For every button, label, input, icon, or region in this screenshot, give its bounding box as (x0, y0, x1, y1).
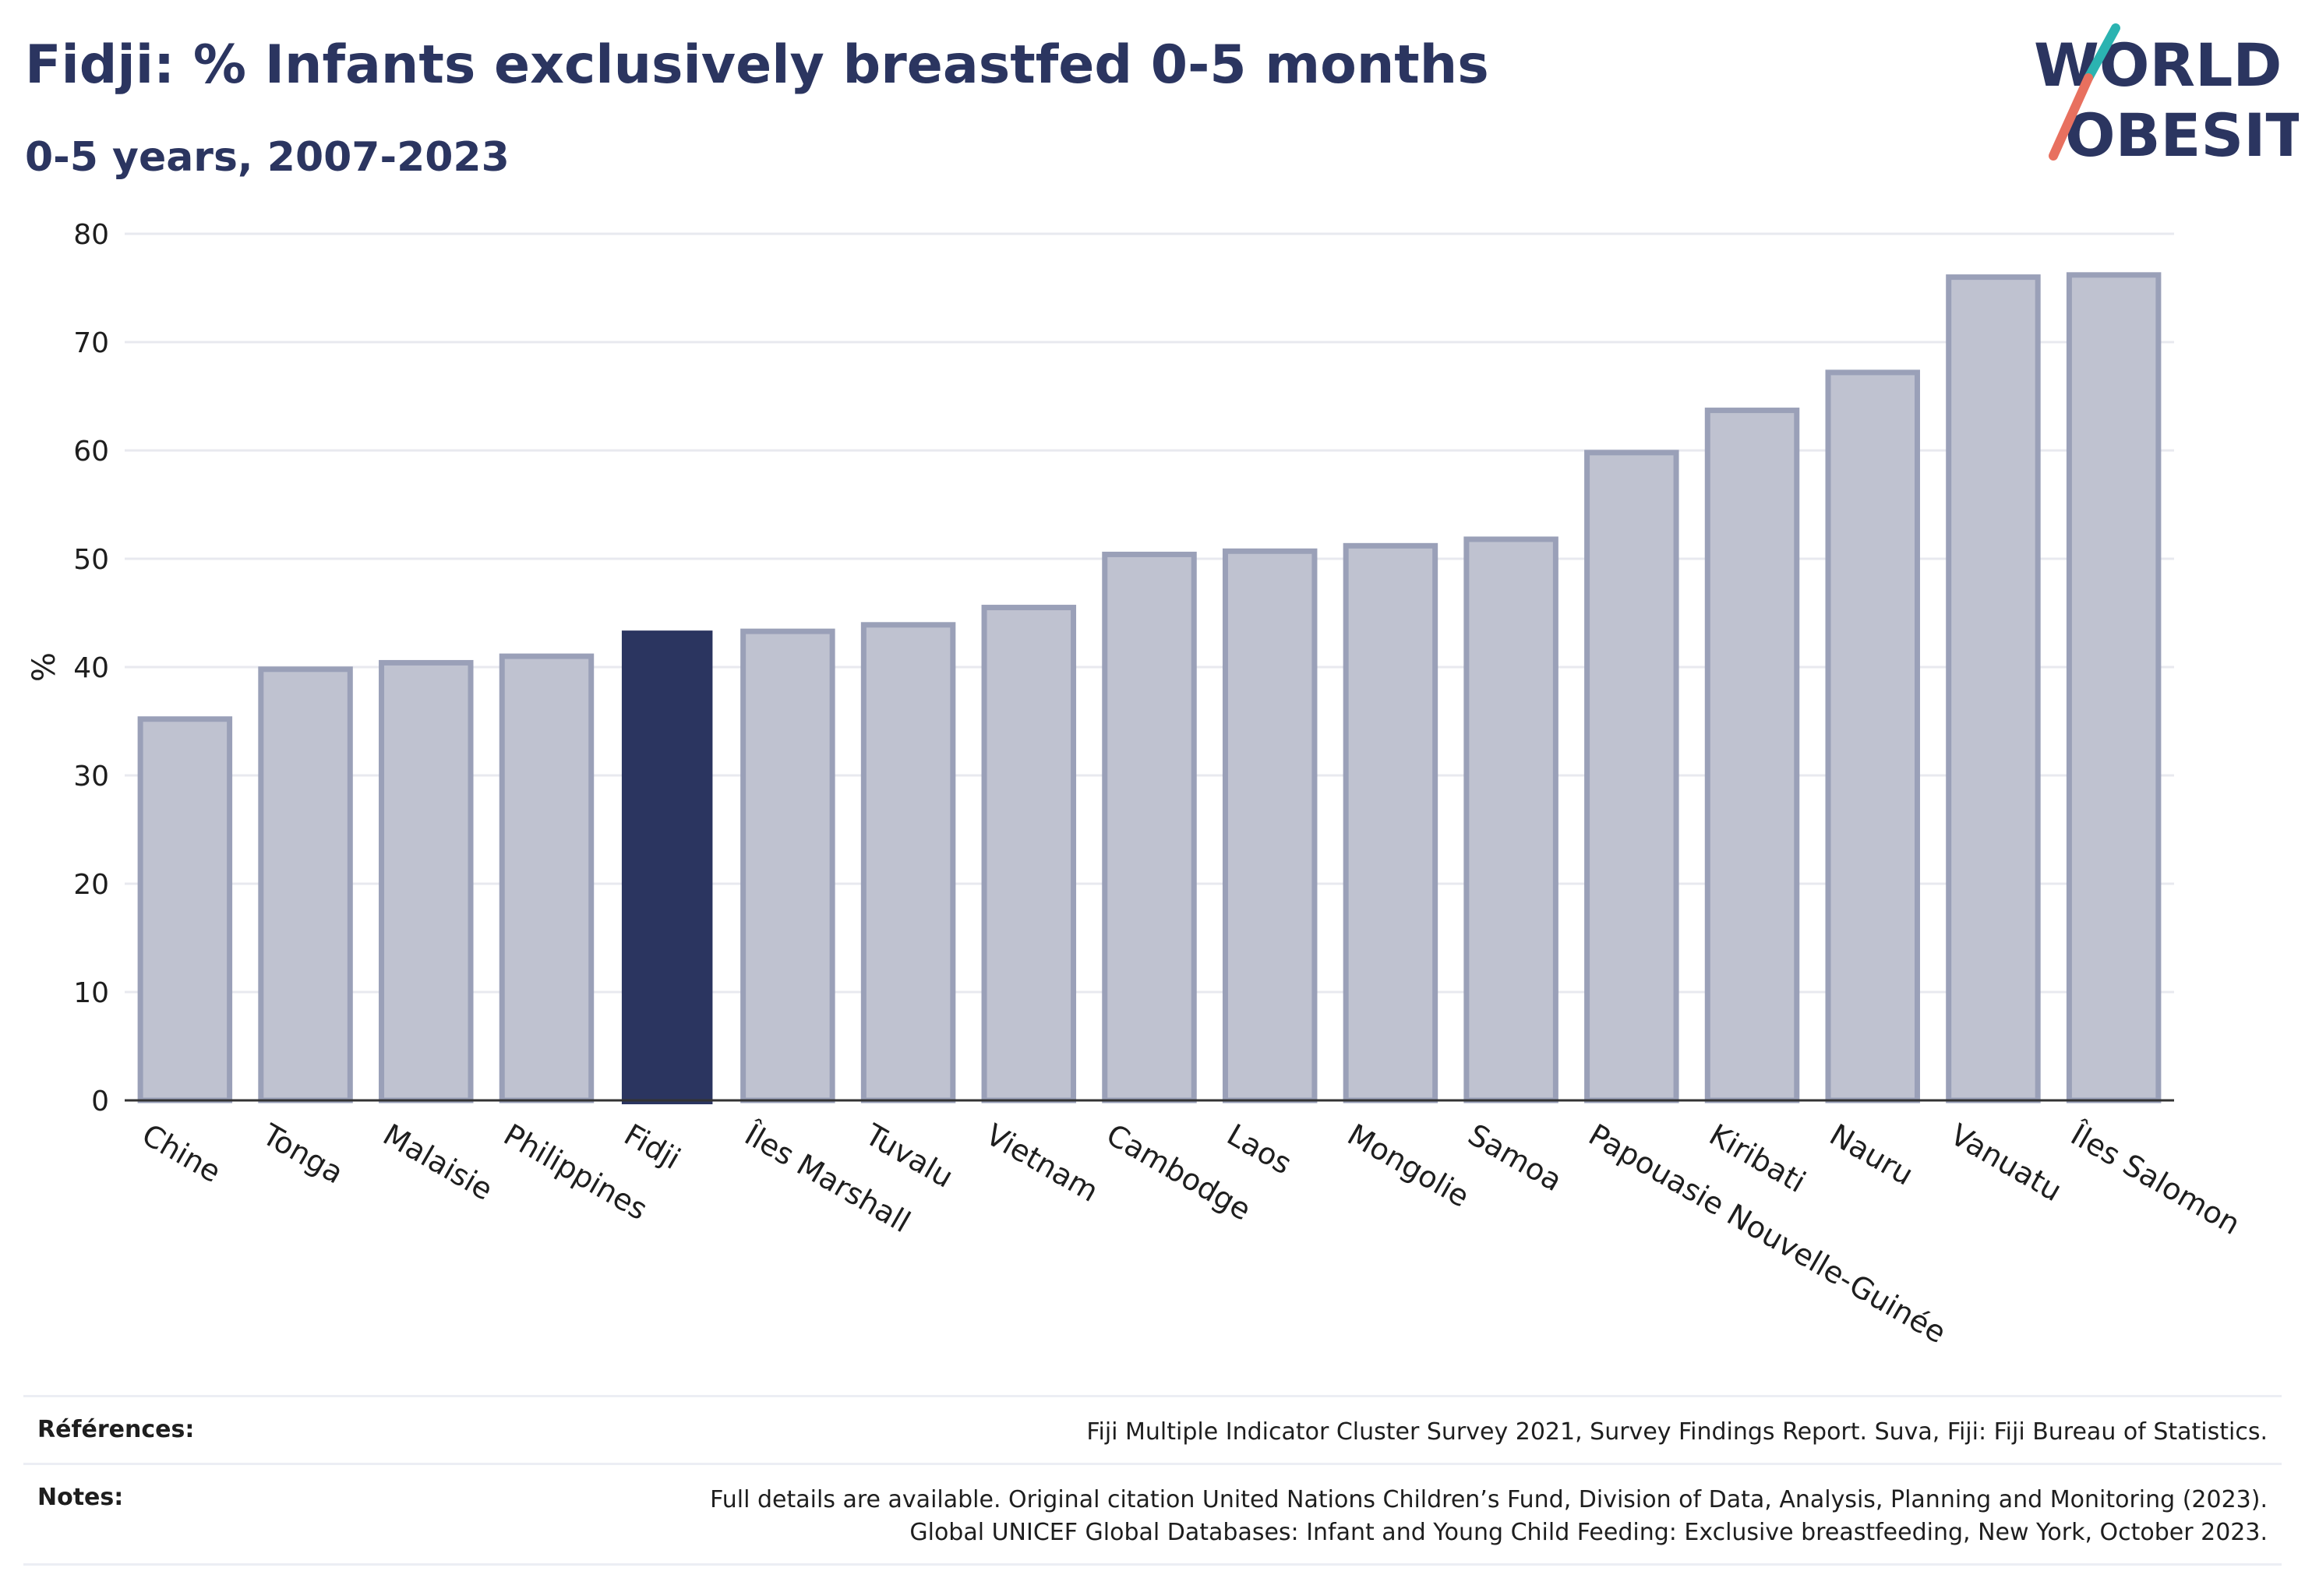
chart-subtitle: 0-5 years, 2007-2023 (25, 134, 510, 181)
bar-11 (1463, 536, 1558, 1103)
bar-14 (1825, 369, 1920, 1103)
bar-7 (981, 605, 1077, 1103)
logo-coral-slash (2049, 73, 2093, 161)
y-tick-label: 50 (73, 544, 109, 576)
bar-6 (860, 622, 956, 1103)
x-category-label: Samoa (1463, 1118, 1568, 1199)
y-tick-label: 80 (73, 219, 109, 251)
notes-text: Full details are available. Original cit… (710, 1484, 2268, 1549)
bar-15 (1946, 274, 2041, 1103)
references-line: Fiji Multiple Indicator Cluster Survey 2… (1086, 1418, 2268, 1446)
logo-text-obesity: OBESITY (2065, 101, 2299, 170)
y-tick-label: 70 (73, 327, 109, 359)
notes-row: Notes: Full details are available. Origi… (23, 1463, 2282, 1566)
references-row: Références: Fiji Multiple Indicator Clus… (23, 1395, 2282, 1463)
bar-8 (1102, 551, 1197, 1103)
x-category-label: Nauru (1824, 1118, 1919, 1192)
bar-13 (1704, 408, 1800, 1103)
y-tick-label: 10 (73, 977, 109, 1009)
bar-0 (137, 716, 233, 1103)
y-tick-label: 60 (73, 436, 109, 468)
chart-footer: Références: Fiji Multiple Indicator Clus… (23, 1395, 2282, 1566)
bar-1 (258, 666, 353, 1103)
chart-title: Fidji: % Infants exclusively breastfed 0… (25, 34, 1489, 96)
x-category-label: Tuvalu (859, 1117, 958, 1195)
x-category-label: Fidji (619, 1118, 687, 1177)
x-category-label: Îles Salomon (2064, 1117, 2246, 1241)
bars (137, 272, 2162, 1104)
x-category-label: Tonga (256, 1117, 349, 1190)
axes: 0 10 20 30 40 50 60 70 80% (26, 219, 2174, 1118)
bar-5 (740, 628, 835, 1103)
world-obesity-logo: WORLD OBESITY (2034, 23, 2299, 170)
x-category-label: Mongolie (1342, 1118, 1475, 1214)
references-label: Références: (37, 1416, 195, 1443)
bar-2 (379, 659, 474, 1103)
y-tick-label: 40 (73, 652, 109, 684)
bar-3 (499, 653, 595, 1103)
x-category-label: Vanuatu (1944, 1118, 2067, 1208)
x-category-label: Malaisie (377, 1118, 499, 1207)
y-tick-label: 30 (73, 761, 109, 793)
x-category-label: Laos (1221, 1118, 1297, 1181)
bar-9 (1222, 548, 1318, 1103)
x-category-label: Vietnam (980, 1118, 1104, 1209)
x-category-label: Chine (136, 1118, 227, 1189)
logo-text-world: WORLD (2034, 30, 2282, 100)
references-text: Fiji Multiple Indicator Cluster Survey 2… (1086, 1416, 2268, 1449)
notes-label: Notes: (37, 1484, 124, 1511)
bar-16 (2066, 272, 2162, 1103)
bar-10 (1343, 542, 1438, 1103)
notes-line-1: Full details are available. Original cit… (710, 1486, 2268, 1513)
bar-4 (621, 630, 713, 1104)
y-tick-label: 20 (73, 869, 109, 901)
bar-12 (1584, 450, 1679, 1103)
logo-teal-slash (2084, 23, 2120, 83)
y-tick-label: 0 (91, 1086, 109, 1118)
notes-line-2: Global UNICEF Global Databases: Infant a… (909, 1519, 2268, 1546)
y-axis-title: % (26, 652, 62, 682)
